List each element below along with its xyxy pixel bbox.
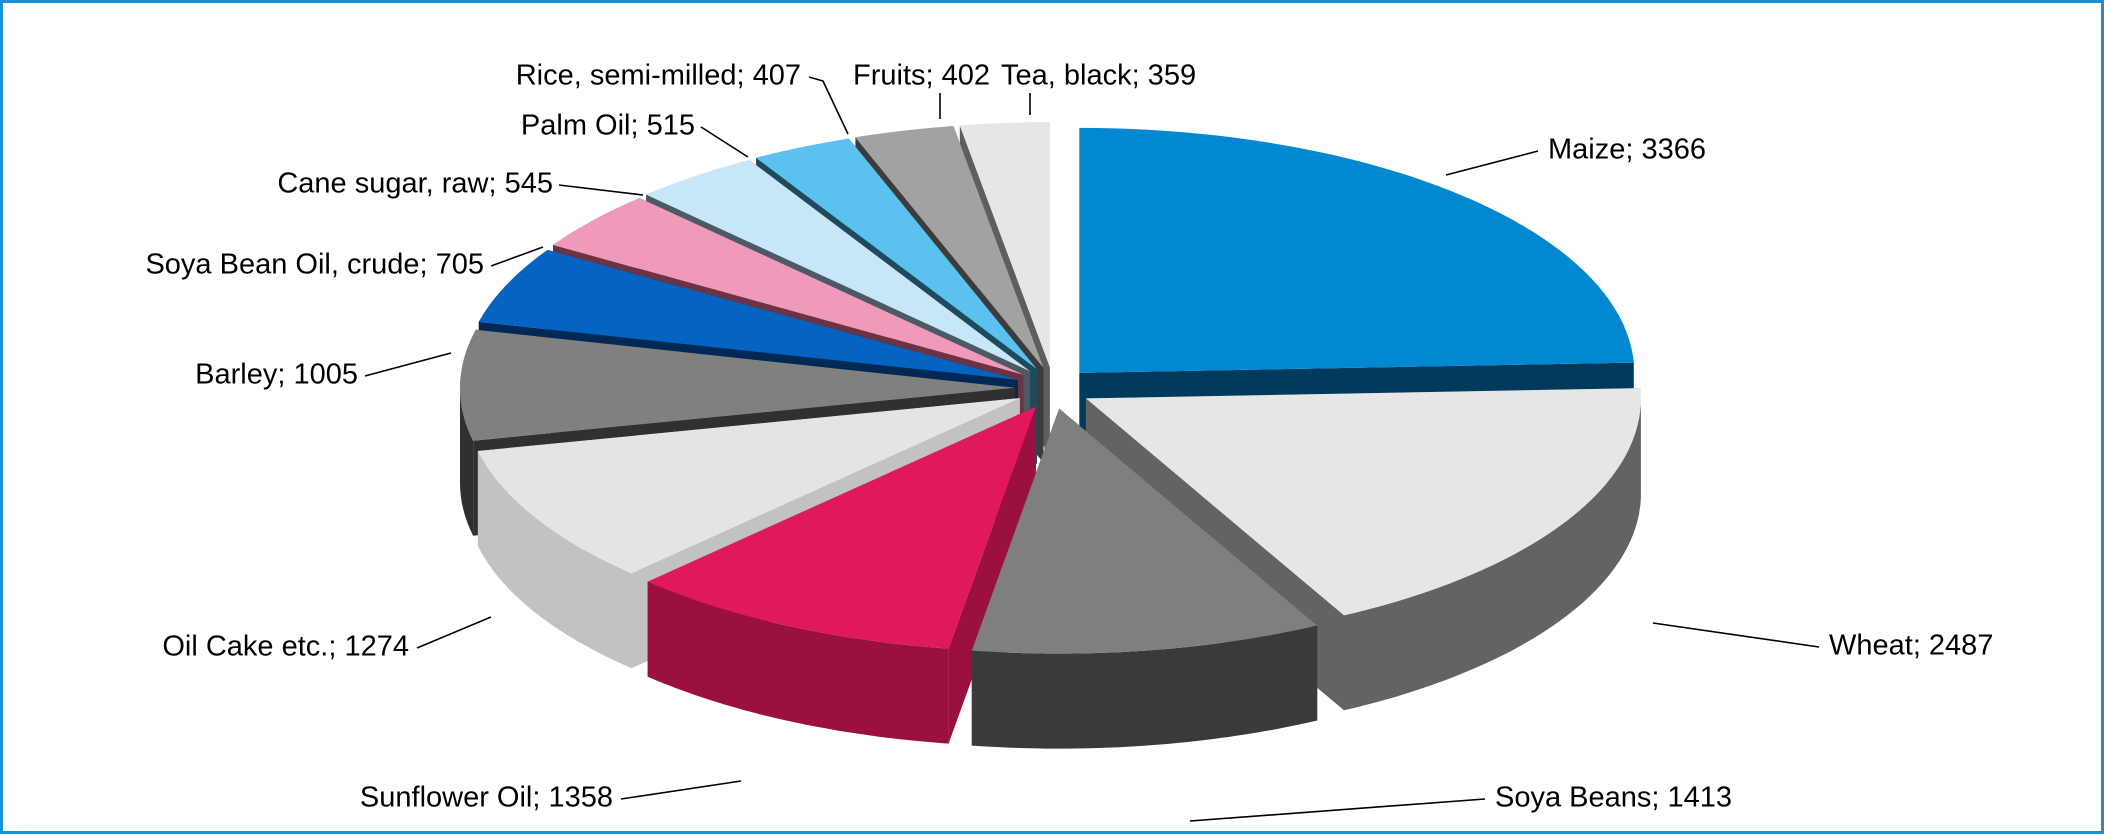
leader-line-barley [364,352,452,377]
data-label-cane-sugar-raw: Cane sugar, raw; 545 [277,168,553,200]
leader-line-oil-cake-etc [416,616,492,649]
exploded-pie-chart: Maize; 3366 Wheat; 2487 Soya Beans; 1413 Su… [145,60,1993,822]
slice-soya-beans [971,408,1318,654]
data-label-palm-oil: Palm Oil; 515 [521,110,695,142]
data-label-soya-bean-oil-crude: Soya Bean Oil, crude; 705 [145,249,484,281]
leader-line-soya-bean-oil-crude [490,246,544,267]
slice-fruits [855,126,1044,368]
slice-rim-oil-cake-etc [477,451,632,669]
data-labels: Maize; 3366 Wheat; 2487 Soya Beans; 1413 Su… [145,60,1993,822]
data-label-sunflower-oil: Sunflower Oil; 1358 [360,782,613,814]
data-label-wheat: Wheat; 2487 [1829,630,1993,662]
leader-line-maize [1445,150,1539,176]
leader-line-soya-beans [1189,798,1486,822]
slice-rim-soya-beans [971,625,1318,749]
leader-line-cane-sugar-raw [558,184,644,196]
data-label-oil-cake-etc: Oil Cake etc.; 1274 [162,631,409,663]
leader-line-palm-oil [700,126,749,158]
data-label-maize: Maize; 3366 [1548,134,1706,166]
slice-rim-wheat [1344,398,1641,711]
slice-soya-bean-oil-crude [478,249,1018,380]
slice-rice-semi-milled [756,138,1037,370]
slice-cane-sugar-raw [553,198,1024,375]
data-label-soya-beans: Soya Beans; 1413 [1495,782,1732,814]
slice-tea-black [959,122,1050,368]
slice-wheat [1085,388,1641,616]
slice-oil-cake-etc [477,398,1020,574]
slice-tops [460,122,1641,654]
leader-line-rice-semi-milled [808,76,849,135]
slice-palm-oil [646,160,1031,372]
data-label-fruits: Fruits; 402 [853,60,990,92]
slice-maize [1079,127,1634,373]
leader-line-sunflower-oil [620,780,742,800]
data-label-barley: Barley; 1005 [195,359,358,391]
data-label-tea-black: Tea, black; 359 [1001,60,1196,92]
slice-rim-barley [460,387,474,536]
slice-barley [460,329,1015,441]
data-label-rice-semi-milled: Rice, semi-milled; 407 [516,60,801,92]
slice-rim-sunflower-oil [647,581,949,744]
slice-sunflower-oil [647,406,1036,649]
leader-line-wheat [1652,622,1820,648]
